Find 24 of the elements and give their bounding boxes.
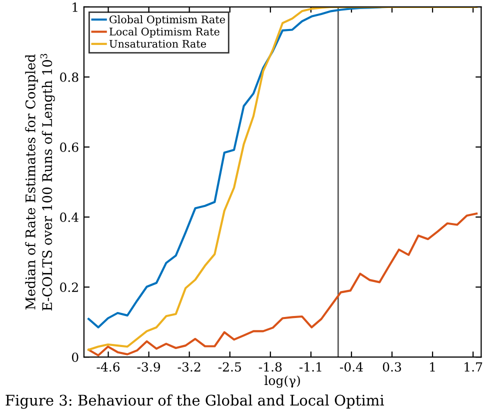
x-tick-label: -1.1 bbox=[299, 362, 322, 372]
legend-label: Unsaturation Rate bbox=[109, 40, 206, 48]
x-tick-label: -2.5 bbox=[218, 362, 241, 372]
x-tick-label: -1.8 bbox=[258, 362, 282, 372]
y-tick-label: 0.4 bbox=[60, 212, 78, 222]
x-tick-label: -0.4 bbox=[340, 362, 363, 372]
x-tick-label: -3.2 bbox=[178, 362, 200, 372]
x-tick-label: 1 bbox=[430, 362, 435, 372]
x-tick-label: 1.7 bbox=[464, 362, 482, 372]
x-axis-title: log(γ) bbox=[264, 375, 300, 388]
y-tick-label: 0.6 bbox=[60, 142, 78, 152]
line-series bbox=[88, 6, 478, 351]
line-series bbox=[88, 212, 478, 356]
x-tick-label: -4.6 bbox=[96, 362, 120, 372]
x-tick-label: 0.3 bbox=[382, 362, 402, 372]
y-tick-label: 0.2 bbox=[60, 282, 78, 292]
y-tick-label: 0 bbox=[72, 352, 78, 362]
legend-label: Global Optimism Rate bbox=[110, 15, 225, 26]
y-tick-label: 1 bbox=[72, 2, 78, 12]
y-axis-title: Median of Rate Estimates for Coupled E-COLTS over 100 Runs of Length 10$^{3}$ bbox=[25, 54, 55, 311]
caption: Figure 3: Behaviour of the Global and Local Optimi bbox=[6, 394, 384, 409]
y-tick-label: 0.8 bbox=[60, 72, 78, 82]
legend-label: Local Optimism Rate bbox=[110, 27, 220, 38]
x-tick-label: -3.9 bbox=[137, 362, 160, 372]
